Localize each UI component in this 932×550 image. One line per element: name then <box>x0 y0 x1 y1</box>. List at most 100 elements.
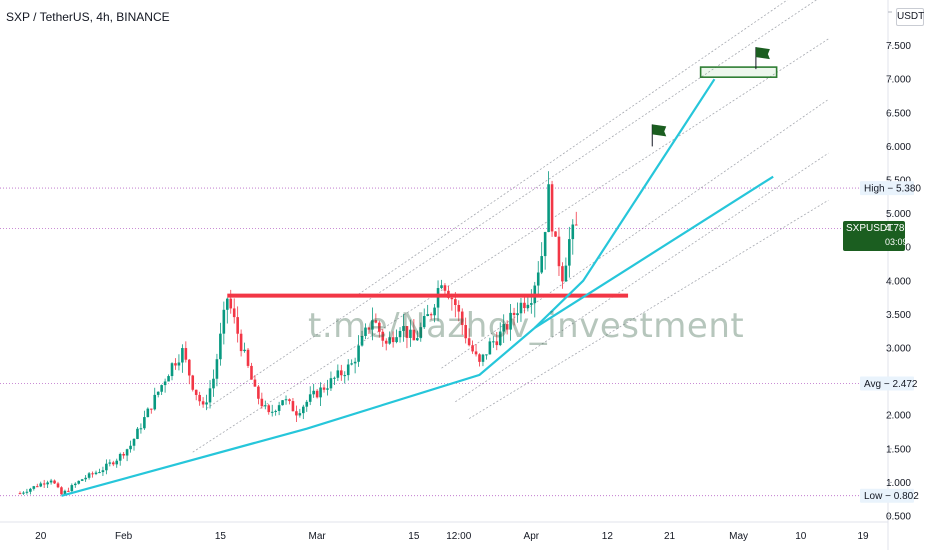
candle-body <box>485 354 488 356</box>
candle-body <box>467 338 471 346</box>
candle-body <box>298 413 302 416</box>
last-price-countdown: 03:09:56 <box>885 237 921 247</box>
y-tick-label: 1.000 <box>886 478 911 489</box>
candle-body <box>416 338 419 341</box>
candle-body <box>409 329 412 338</box>
candle-body <box>388 337 391 344</box>
candle-body <box>118 453 122 461</box>
candle-body <box>291 401 295 412</box>
candle-body <box>333 377 336 379</box>
x-tick-label: Apr <box>524 531 540 542</box>
candle-body <box>536 272 540 286</box>
candle-body <box>561 266 564 282</box>
candle-body <box>160 385 163 392</box>
y-tick-label: 0.500 <box>886 512 911 523</box>
candle-body <box>73 483 77 486</box>
candle-body <box>336 370 340 378</box>
candle-body <box>478 354 481 362</box>
candle-body <box>208 388 212 403</box>
candle-body <box>229 298 233 309</box>
candle-body <box>343 375 347 377</box>
candle-body <box>391 337 395 343</box>
y-tick-label: 6.000 <box>886 142 911 153</box>
candle-body <box>281 400 284 406</box>
candle-body <box>557 236 561 267</box>
candle-body <box>305 401 309 407</box>
candle-body <box>257 386 260 399</box>
candle-body <box>457 305 461 312</box>
candle-body <box>433 307 436 316</box>
y-tick-label: 4.000 <box>886 276 911 287</box>
y-tick-label: 2.000 <box>886 411 911 422</box>
candle-body <box>77 480 81 484</box>
candle-body <box>263 405 267 407</box>
candle-body <box>492 341 495 343</box>
candle-body <box>222 309 226 334</box>
candle-body <box>18 493 22 495</box>
candle-body <box>488 341 492 355</box>
candle-body <box>163 381 167 386</box>
candle-body <box>63 490 67 495</box>
candle-body <box>568 239 571 266</box>
candle-body <box>574 224 578 226</box>
candle-body <box>315 390 319 398</box>
candle-body <box>288 399 291 402</box>
candle-body <box>326 388 329 390</box>
candle-body <box>495 341 499 346</box>
candle-body <box>215 359 219 379</box>
candle-body <box>384 340 388 344</box>
candle-body <box>246 349 250 366</box>
candle-body <box>67 490 70 492</box>
y-tick-label: 3.500 <box>886 310 911 321</box>
candle-body <box>181 348 184 363</box>
channel-line <box>455 152 829 403</box>
candle-body <box>239 333 243 352</box>
candle-body <box>84 477 87 480</box>
candle-body <box>346 364 350 376</box>
candle-body <box>540 256 543 273</box>
x-tick-label: 20 <box>35 531 47 542</box>
candle-body <box>80 479 84 481</box>
candle-body <box>53 480 56 484</box>
candle-body <box>277 405 281 411</box>
x-tick-label: 15 <box>408 531 420 542</box>
candle-body <box>111 462 115 465</box>
candle-body <box>35 486 39 488</box>
candle-body <box>170 363 174 377</box>
svg-text:Avg − 2.472: Avg − 2.472 <box>864 379 918 390</box>
candle-body <box>101 470 105 473</box>
candle-body <box>450 297 454 300</box>
candle-body <box>212 378 215 389</box>
currency-button[interactable]: USDT <box>896 8 924 26</box>
candle-body <box>505 324 509 330</box>
candle-body <box>219 333 222 360</box>
svg-text:Low − 0.802: Low − 0.802 <box>864 491 919 502</box>
channel-line <box>441 99 829 369</box>
candle-body <box>364 327 367 336</box>
target-box <box>699 66 778 78</box>
candle-body <box>523 302 526 309</box>
x-tick-label: 19 <box>857 531 869 542</box>
candle-body <box>405 326 409 338</box>
candle-body <box>94 472 98 475</box>
y-tick-label: 7.000 <box>886 75 911 86</box>
candle-body <box>115 460 119 465</box>
candle-body <box>360 335 364 346</box>
level-label-high: High − 5.380 <box>860 181 921 196</box>
candle-body <box>402 326 405 331</box>
candle-body <box>419 327 423 339</box>
candle-body <box>474 351 478 355</box>
channel-line <box>358 0 788 295</box>
candle-body <box>177 362 181 366</box>
candle-body <box>143 417 146 429</box>
candle-body <box>395 337 398 343</box>
candle-body <box>205 402 208 405</box>
candle-body <box>243 349 246 352</box>
candle-body <box>139 428 143 430</box>
candle-body <box>329 378 333 389</box>
candle-body <box>322 387 326 390</box>
candle-body <box>250 365 253 380</box>
flag-icon <box>652 124 667 137</box>
candle-body <box>378 322 381 332</box>
